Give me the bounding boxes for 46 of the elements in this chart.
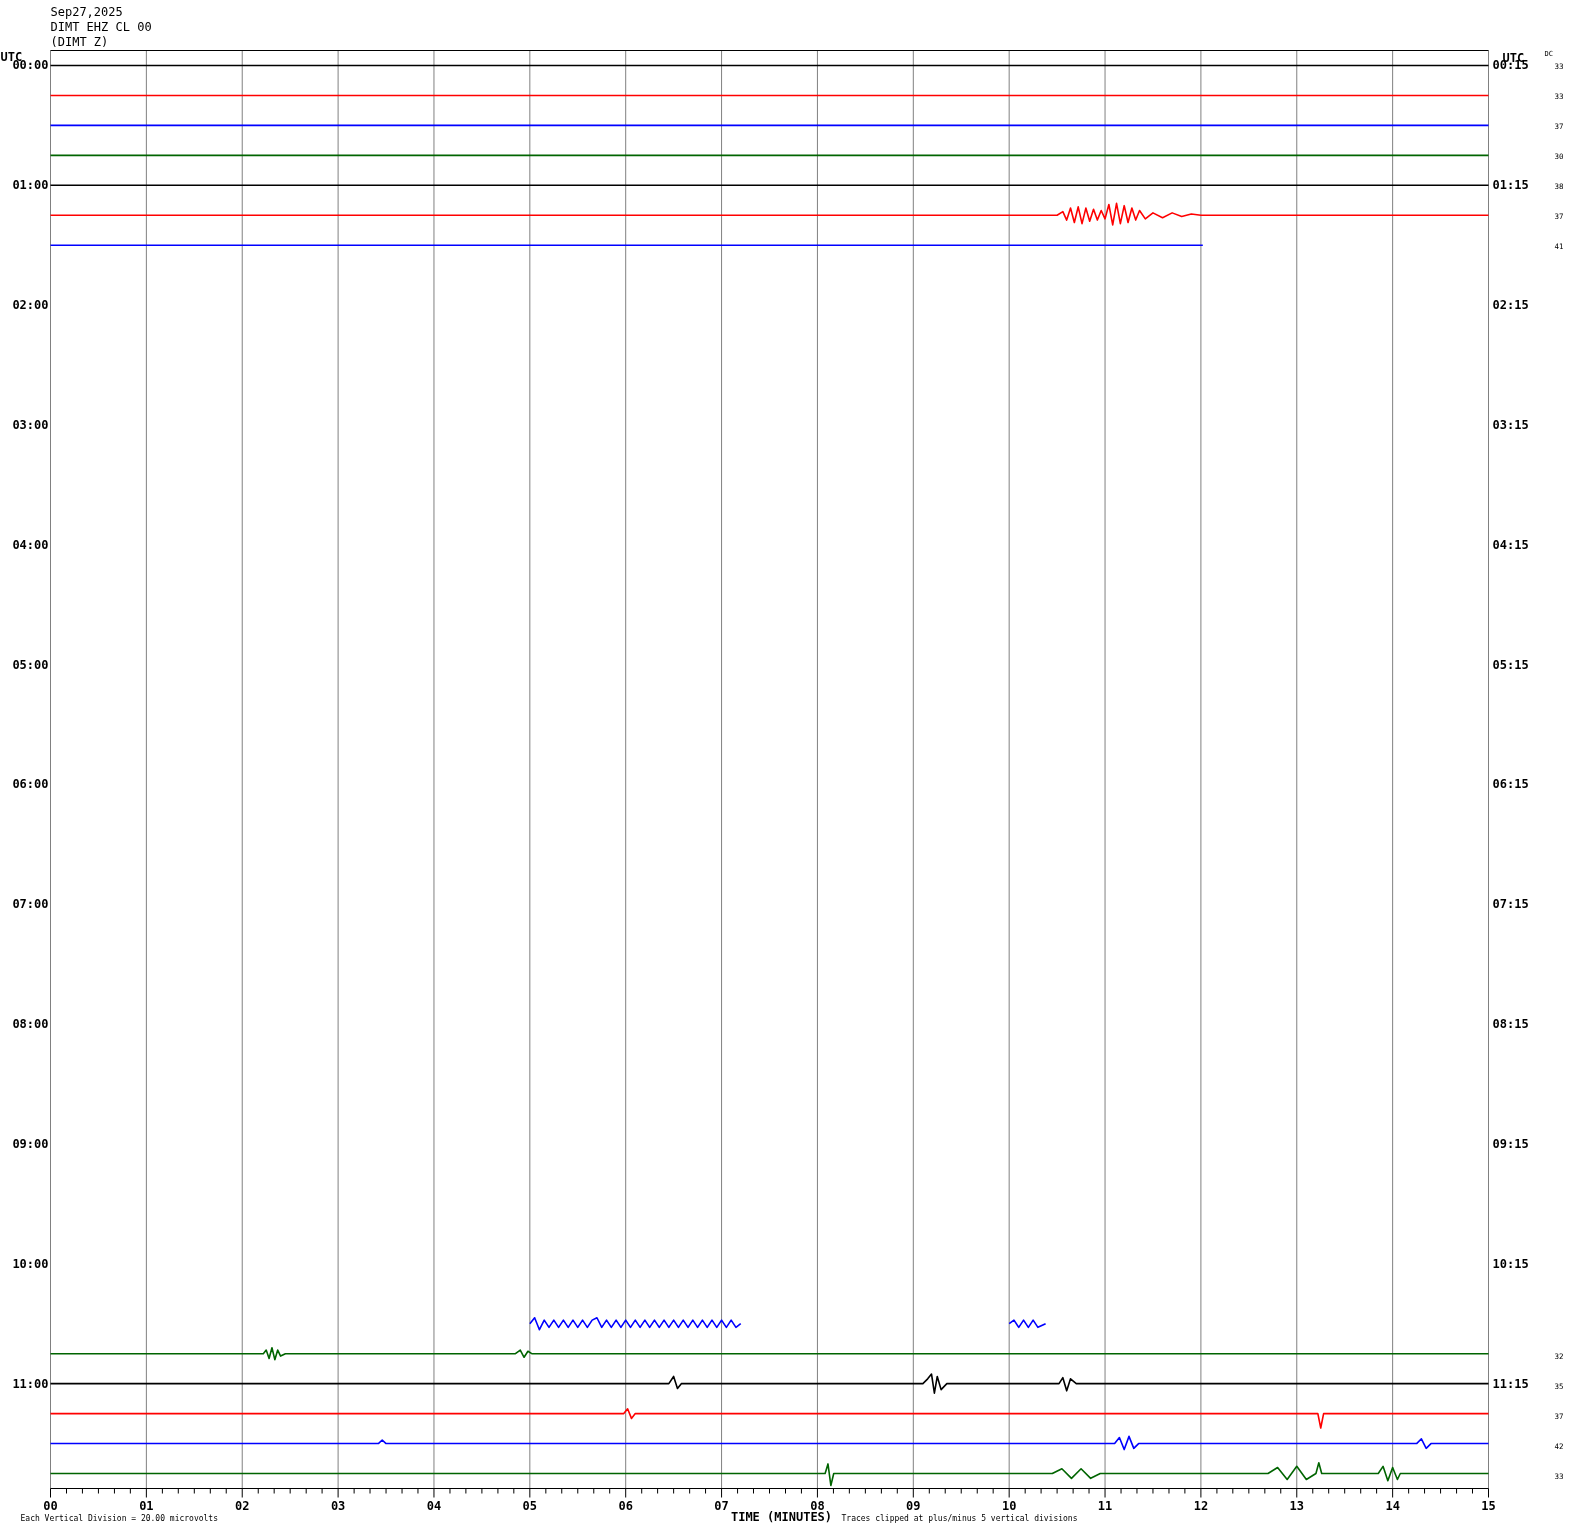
line-series xyxy=(49,1373,1490,1395)
y-tick-label: 08:00 xyxy=(12,1017,49,1032)
y-tick-label: 04:00 xyxy=(12,537,49,552)
x-tick-label: 12 xyxy=(1193,1499,1209,1513)
y-tick-label: 06:00 xyxy=(12,777,49,792)
y-tick-label: 11:00 xyxy=(12,1376,49,1391)
text: Traces clipped at plus/minus 5 vertical divisions xyxy=(841,1514,1078,1523)
x-tick-label: 02 xyxy=(235,1499,250,1513)
y2-tick-label: 08:15 xyxy=(1492,1017,1529,1032)
x-tick-label: 03 xyxy=(330,1499,346,1513)
y-tick-label: 01:00 xyxy=(12,178,49,193)
y2-tick-label: 05:15 xyxy=(1492,657,1529,672)
chart-subtitle: DIMT EHZ CL 00 (DIMT Z) xyxy=(50,19,152,49)
x-tick-label: 13 xyxy=(1289,1499,1304,1513)
text: Each Vertical Division = 20.00 microvolts xyxy=(20,1514,219,1523)
y-tick-label: 02:00 xyxy=(12,298,49,313)
line-series xyxy=(49,202,1490,226)
x-tick-label: 15 xyxy=(1481,1499,1496,1513)
x-tick-label: 10 xyxy=(1001,1499,1017,1513)
y2-tick-label: 09:15 xyxy=(1492,1136,1529,1151)
line-series xyxy=(49,1346,1490,1361)
x-tick-label: 05 xyxy=(522,1499,538,1513)
x-tick-label: 01 xyxy=(139,1499,154,1513)
y2-tick-label: 04:15 xyxy=(1492,537,1529,552)
x-tick-label: 09 xyxy=(906,1499,921,1513)
y-tick-label: 03:00 xyxy=(12,417,49,432)
y-tick-label: 05:00 xyxy=(12,657,49,672)
y2-tick-label: 03:15 xyxy=(1492,417,1529,432)
x-tick-label: 00 xyxy=(43,1499,58,1513)
x-tick-label: 11 xyxy=(1097,1499,1113,1513)
y2-tick-label: 11:15 xyxy=(1492,1376,1529,1391)
y-tick-label: 10:00 xyxy=(12,1256,49,1271)
line-series xyxy=(49,1408,1490,1429)
x-tick-label: 14 xyxy=(1385,1499,1400,1513)
y2-tick-label: 06:15 xyxy=(1492,777,1529,792)
chart-title: Sep27,2025 xyxy=(50,4,123,19)
y2-tick-label: 02:15 xyxy=(1492,298,1529,313)
y2-tick-label: 01:15 xyxy=(1492,178,1529,193)
x-tick-label: 06 xyxy=(618,1499,633,1513)
x-tick-label: 04 xyxy=(426,1499,442,1513)
x-tick-label: 07 xyxy=(714,1499,729,1513)
y2-tick-label: 07:15 xyxy=(1492,897,1529,912)
line-series xyxy=(49,1435,1490,1451)
y2-tick-label: 10:15 xyxy=(1492,1256,1529,1271)
y-tick-label: 09:00 xyxy=(12,1136,49,1151)
y-tick-label: 07:00 xyxy=(12,897,49,912)
